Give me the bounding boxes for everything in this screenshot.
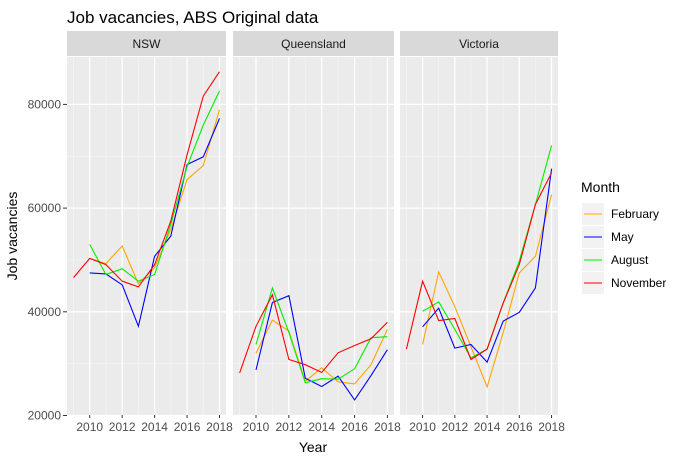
legend-label: February xyxy=(611,207,659,221)
facet-strip-label: Victoria xyxy=(459,37,499,51)
y-axis: 20000 40000 60000 80000 xyxy=(28,97,67,423)
x-tick-label: 2010 xyxy=(409,420,436,434)
facet-queensland: Queensland 2010 2012 2014 2016 2018 xyxy=(233,31,401,434)
facet-nsw: NSW 2010 2012 2014 2016 2018 xyxy=(67,31,233,434)
series-line-february xyxy=(422,194,553,389)
series-line-august xyxy=(89,90,220,282)
x-tick-label: 2012 xyxy=(276,420,303,434)
x-tick-label: 2014 xyxy=(141,420,168,434)
series-line-may xyxy=(89,118,221,329)
legend-title: Month xyxy=(581,179,620,195)
panel-background xyxy=(400,57,558,415)
legend: Month February May August November xyxy=(581,179,666,294)
x-tick-label: 2010 xyxy=(76,420,103,434)
panel-background xyxy=(233,57,394,415)
facet-strip-label: NSW xyxy=(133,37,162,51)
series-line-november xyxy=(239,293,388,374)
panel-background xyxy=(67,57,226,415)
y-tick-label: 40000 xyxy=(28,305,62,319)
legend-item-may: May xyxy=(582,226,634,248)
x-tick-label: 2016 xyxy=(506,420,533,434)
series-line-november xyxy=(73,71,220,288)
facet-strip xyxy=(67,31,226,56)
x-tick-label: 2018 xyxy=(206,420,233,434)
series-line-august xyxy=(255,286,388,384)
facet-victoria: Victoria 2010 2012 2014 2016 2018 xyxy=(400,31,565,434)
legend-item-august: August xyxy=(582,249,649,271)
series-line-november xyxy=(405,172,553,361)
x-tick-label: 2014 xyxy=(474,420,501,434)
x-tick-label: 2016 xyxy=(341,420,368,434)
y-tick-label: 80000 xyxy=(28,97,62,111)
y-tick-label: 20000 xyxy=(28,409,62,423)
facet-panels: NSW 2010 2012 2014 2016 2018 Queensland 2010 201… xyxy=(67,31,565,434)
legend-item-february: February xyxy=(582,203,659,225)
facet-strip xyxy=(400,31,558,56)
y-tick-label: 60000 xyxy=(28,201,62,215)
series-line-february xyxy=(255,319,388,385)
legend-label: May xyxy=(611,230,634,244)
x-tick-label: 2018 xyxy=(374,420,401,434)
facet-strip xyxy=(233,31,394,56)
series-line-may xyxy=(422,168,553,364)
x-tick-label: 2016 xyxy=(174,420,201,434)
series-line-may xyxy=(255,294,388,401)
x-tick-label: 2018 xyxy=(538,420,565,434)
facet-strip-label: Queensland xyxy=(281,37,346,51)
x-tick-label: 2010 xyxy=(243,420,270,434)
x-tick-label: 2012 xyxy=(441,420,468,434)
legend-label: August xyxy=(611,253,649,267)
series-line-february xyxy=(89,109,221,285)
legend-item-november: November xyxy=(582,272,666,294)
legend-label: November xyxy=(611,276,666,290)
chart-title: Job vacancies, ABS Original data xyxy=(67,8,319,27)
x-axis-title: Year xyxy=(299,439,328,455)
x-tick-label: 2014 xyxy=(308,420,335,434)
y-axis-title: Job vacancies xyxy=(4,192,20,281)
x-tick-label: 2012 xyxy=(109,420,136,434)
